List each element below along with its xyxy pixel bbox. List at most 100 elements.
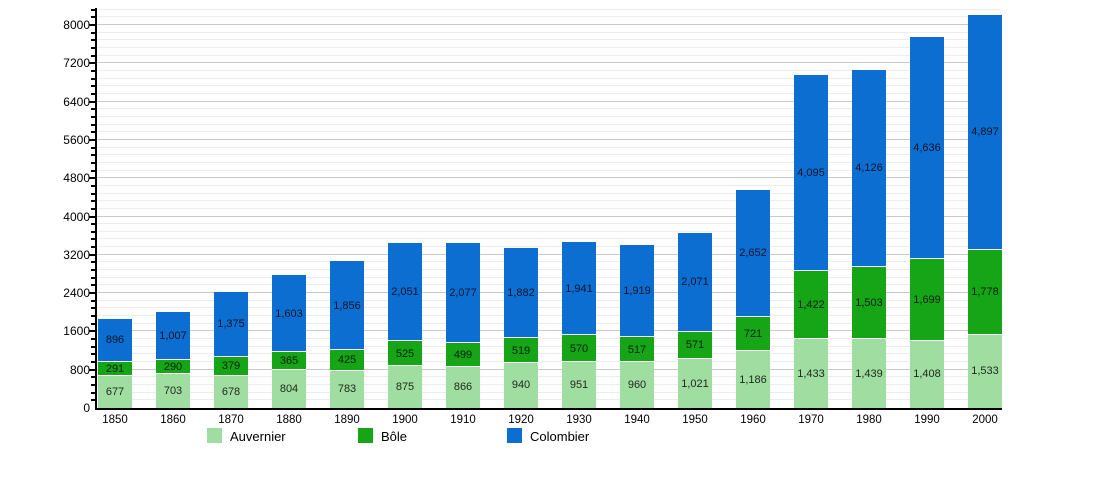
gridline-minor: [97, 46, 1002, 48]
value-label: 677: [105, 385, 125, 398]
gridline-major: [97, 215, 1002, 217]
value-label: 2,051: [391, 285, 419, 298]
x-tick-label: 1950: [682, 414, 708, 426]
y-tick-minor: [91, 384, 95, 387]
bar-segment-colombier: [620, 245, 654, 338]
y-tick-minor: [91, 276, 95, 279]
gridline-minor: [97, 230, 1002, 232]
bar-segment-auvernier: [852, 339, 886, 408]
value-label: 940: [511, 379, 531, 392]
bar-segment-ble: [852, 267, 886, 340]
x-tick-label: 1910: [450, 414, 476, 426]
y-tick-minor: [91, 207, 95, 210]
value-label: 1,533: [971, 365, 999, 378]
gridline-minor: [97, 399, 1002, 401]
legend-label: Auvernier: [230, 429, 286, 444]
legend-swatch: [507, 428, 522, 443]
gridline-minor: [97, 108, 1002, 110]
y-tick-minor: [91, 54, 95, 57]
x-tick-label: 1960: [740, 414, 766, 426]
gridline-major: [97, 177, 1002, 179]
value-label: 570: [569, 342, 589, 355]
bar-segment-ble: [794, 271, 828, 340]
bar-segment-auvernier: [910, 340, 944, 408]
y-axis-line: [95, 8, 97, 410]
bar-segment-ble: [214, 357, 248, 376]
gridline-major: [97, 100, 1002, 102]
gridline-minor: [97, 338, 1002, 340]
y-axis-label: 2400: [63, 286, 90, 301]
bar-segment-ble: [446, 342, 480, 367]
y-tick-minor: [91, 299, 95, 302]
y-axis-label: 4000: [63, 209, 90, 224]
bar-segment-auvernier: [736, 351, 770, 408]
gridline-minor: [97, 384, 1002, 386]
y-tick-major: [89, 368, 95, 371]
y-tick-major: [89, 330, 95, 333]
value-label: 1,375: [217, 318, 245, 331]
gridline-minor: [97, 207, 1002, 209]
x-tick-label: 1900: [392, 414, 418, 426]
bar-segment-colombier: [272, 275, 306, 353]
bar-segment-auvernier: [98, 375, 132, 408]
bar-segment-ble: [968, 249, 1002, 335]
gridline-minor: [97, 322, 1002, 324]
y-tick-minor: [91, 16, 95, 19]
bar-segment-auvernier: [620, 362, 654, 408]
gridline-minor: [97, 353, 1002, 355]
x-tick-label: 1920: [508, 414, 534, 426]
y-axis-label: 8000: [63, 18, 90, 32]
y-tick-minor: [91, 246, 95, 249]
value-label: 1,186: [739, 373, 767, 386]
bar-segment-ble: [272, 352, 306, 370]
bar-segment-colombier: [794, 75, 828, 272]
bar-segment-ble: [736, 316, 770, 352]
y-tick-minor: [91, 39, 95, 42]
x-tick-label: 1930: [566, 414, 592, 426]
y-tick-minor: [91, 200, 95, 203]
y-tick-minor: [91, 69, 95, 72]
value-label: 1,439: [855, 367, 883, 380]
value-label: 4,897: [971, 126, 999, 139]
gridline-minor: [97, 299, 1002, 301]
value-label: 1,408: [913, 368, 941, 381]
value-label: 4,126: [855, 162, 883, 175]
gridline-minor: [97, 85, 1002, 87]
gridline-minor: [97, 269, 1002, 271]
bar-segment-auvernier: [272, 369, 306, 408]
y-tick-minor: [91, 146, 95, 149]
value-label: 1,007: [159, 330, 187, 343]
value-label: 951: [569, 379, 589, 392]
gridline-minor: [97, 261, 1002, 263]
y-tick-minor: [91, 338, 95, 341]
bar-segment-colombier: [910, 37, 944, 260]
bar-segment-colombier: [214, 291, 248, 358]
gridline-minor: [97, 77, 1002, 79]
y-tick-major: [89, 177, 95, 180]
gridline-minor: [97, 115, 1002, 117]
gridline-minor: [97, 169, 1002, 171]
y-tick-minor: [91, 77, 95, 80]
y-tick-minor: [91, 85, 95, 88]
gridline-minor: [97, 8, 1002, 10]
value-label: 1,422: [797, 299, 825, 312]
gridline-minor: [97, 391, 1002, 393]
value-label: 425: [337, 354, 357, 367]
value-label: 290: [163, 361, 183, 374]
value-label: 1,021: [681, 377, 709, 390]
gridline-minor: [97, 223, 1002, 225]
gridline-major: [97, 368, 1002, 370]
gridline-minor: [97, 123, 1002, 125]
y-tick-major: [89, 215, 95, 218]
gridline-minor: [97, 238, 1002, 240]
bar-segment-auvernier: [968, 334, 1002, 408]
y-tick-minor: [91, 284, 95, 287]
x-tick-label: 1850: [102, 414, 128, 426]
value-label: 1,699: [913, 293, 941, 306]
y-tick-major: [89, 253, 95, 256]
y-tick-minor: [91, 115, 95, 118]
gridline-major: [97, 253, 1002, 255]
value-label: 1,856: [333, 299, 361, 312]
y-tick-minor: [91, 169, 95, 172]
gridline-minor: [97, 284, 1002, 286]
